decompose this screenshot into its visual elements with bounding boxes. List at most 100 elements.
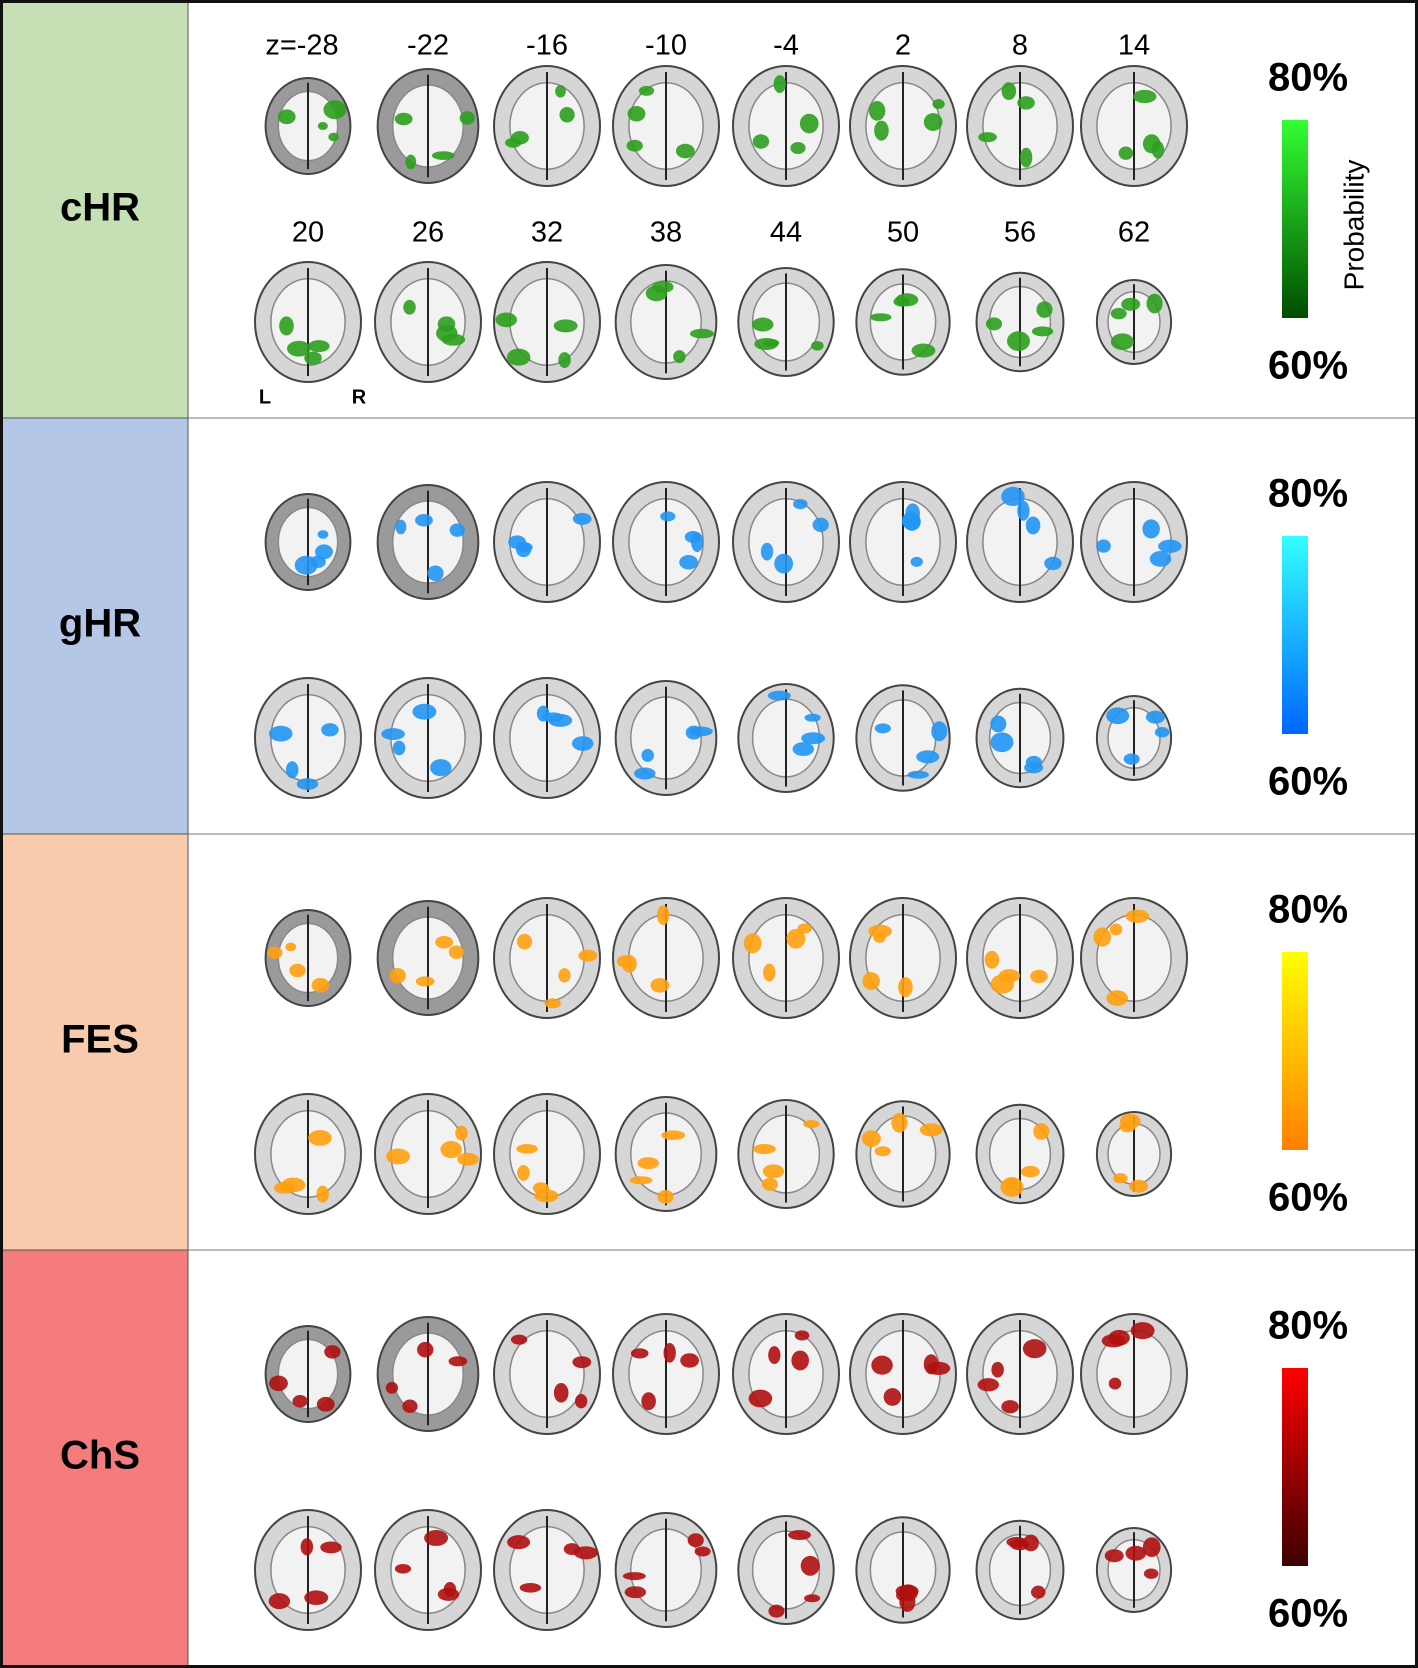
orientation-right: R [352,386,367,408]
colorbar-min-label: 60% [1268,344,1348,388]
activation-blob [1108,1377,1122,1390]
brain-slice [374,1509,482,1631]
brain-slice [855,1100,951,1208]
activation-blob [405,154,417,170]
activation-blob [437,1587,460,1601]
activation-blob [304,351,322,365]
activation-blob [774,553,794,574]
activation-blob [1125,909,1150,923]
activation-blob [1142,1537,1161,1557]
activation-blob [743,933,762,954]
colorbar [1282,536,1308,734]
activation-blob [392,740,406,756]
activation-blob [1154,727,1170,738]
colorbar [1282,1368,1308,1566]
label-cell [1,1249,189,1667]
activation-blob [641,1392,656,1411]
activation-blob [1017,500,1030,521]
activation-blob [752,317,774,332]
activation-blob [578,949,598,962]
activation-blob [1149,551,1172,567]
activation-blob [300,1538,314,1556]
slice-label: 62 [1118,217,1150,249]
activation-blob [424,1529,449,1546]
activation-blob [861,1130,881,1147]
activation-blob [435,935,454,949]
activation-blob [752,1144,776,1154]
activation-blob [634,767,656,780]
slice-label: 20 [292,217,324,249]
activation-blob [790,142,806,154]
activation-blob [923,113,943,131]
activation-blob [1025,516,1041,535]
activation-blob [637,1157,659,1170]
slice-label: -4 [773,30,799,62]
brain-slice [254,677,362,799]
label-cell [1,833,189,1251]
activation-blob [316,1396,335,1412]
brain-slice [1080,481,1188,603]
activation-blob [801,732,826,745]
brain-slice [374,1093,482,1215]
slice-label: 14 [1118,30,1150,62]
brain-slice [975,687,1065,789]
activation-blob [553,319,578,333]
activation-blob [1031,326,1054,337]
activation-blob [752,134,770,149]
activation-blob [1001,1400,1019,1414]
activation-blob [308,1130,332,1146]
activation-blob [1020,1165,1040,1178]
activation-blob [277,109,296,125]
activation-blob [403,299,416,315]
activation-blob [572,512,592,525]
activation-blob [1130,1322,1155,1340]
slice-label: z=-28 [265,30,338,62]
activation-blob [791,1350,809,1371]
colorbar-title: Probability [1338,160,1369,291]
brain-slice [849,1313,957,1435]
activation-blob [1001,82,1017,101]
activation-blob [558,968,571,983]
activation-blob [977,1378,1000,1392]
activation-blob [1142,519,1160,539]
brain-slice [966,481,1074,603]
brain-slice [374,677,482,799]
activation-blob [1106,990,1128,1006]
brain-slice [264,909,352,1007]
activation-blob [907,770,929,779]
activation-blob [440,1141,462,1159]
activation-blob [624,1586,647,1599]
activation-blob [292,1394,308,1408]
colorbar-max-label: 80% [1268,888,1348,932]
activation-blob [1093,927,1112,947]
brain-slice [493,1093,601,1215]
brain-slice [737,267,835,377]
activation-blob [768,1346,781,1364]
activation-blob [919,1123,943,1137]
brain-slice [254,1093,362,1215]
activation-blob [811,341,824,351]
activation-blob [803,1120,820,1129]
activation-blob [622,1572,646,1581]
activation-blob [1118,146,1134,160]
activation-blob [1036,301,1053,318]
slice-label: 38 [650,217,682,249]
activation-blob [883,1388,902,1406]
activation-blob [285,942,297,952]
activation-blob [308,340,330,353]
activation-blob [675,143,695,159]
slice-label: 56 [1004,217,1036,249]
brain-slice [1080,897,1188,1019]
activation-blob [626,139,643,152]
activation-blob [874,723,891,734]
colorbar-max-label: 80% [1268,1304,1348,1348]
brain-slice [732,1313,840,1435]
activation-blob [793,498,808,510]
activation-blob [316,1185,329,1203]
activation-blob [385,1381,399,1394]
activation-blob [1132,89,1157,104]
activation-blob [788,1530,812,1540]
activation-blob [394,112,413,126]
slice-label: 8 [1012,30,1028,62]
